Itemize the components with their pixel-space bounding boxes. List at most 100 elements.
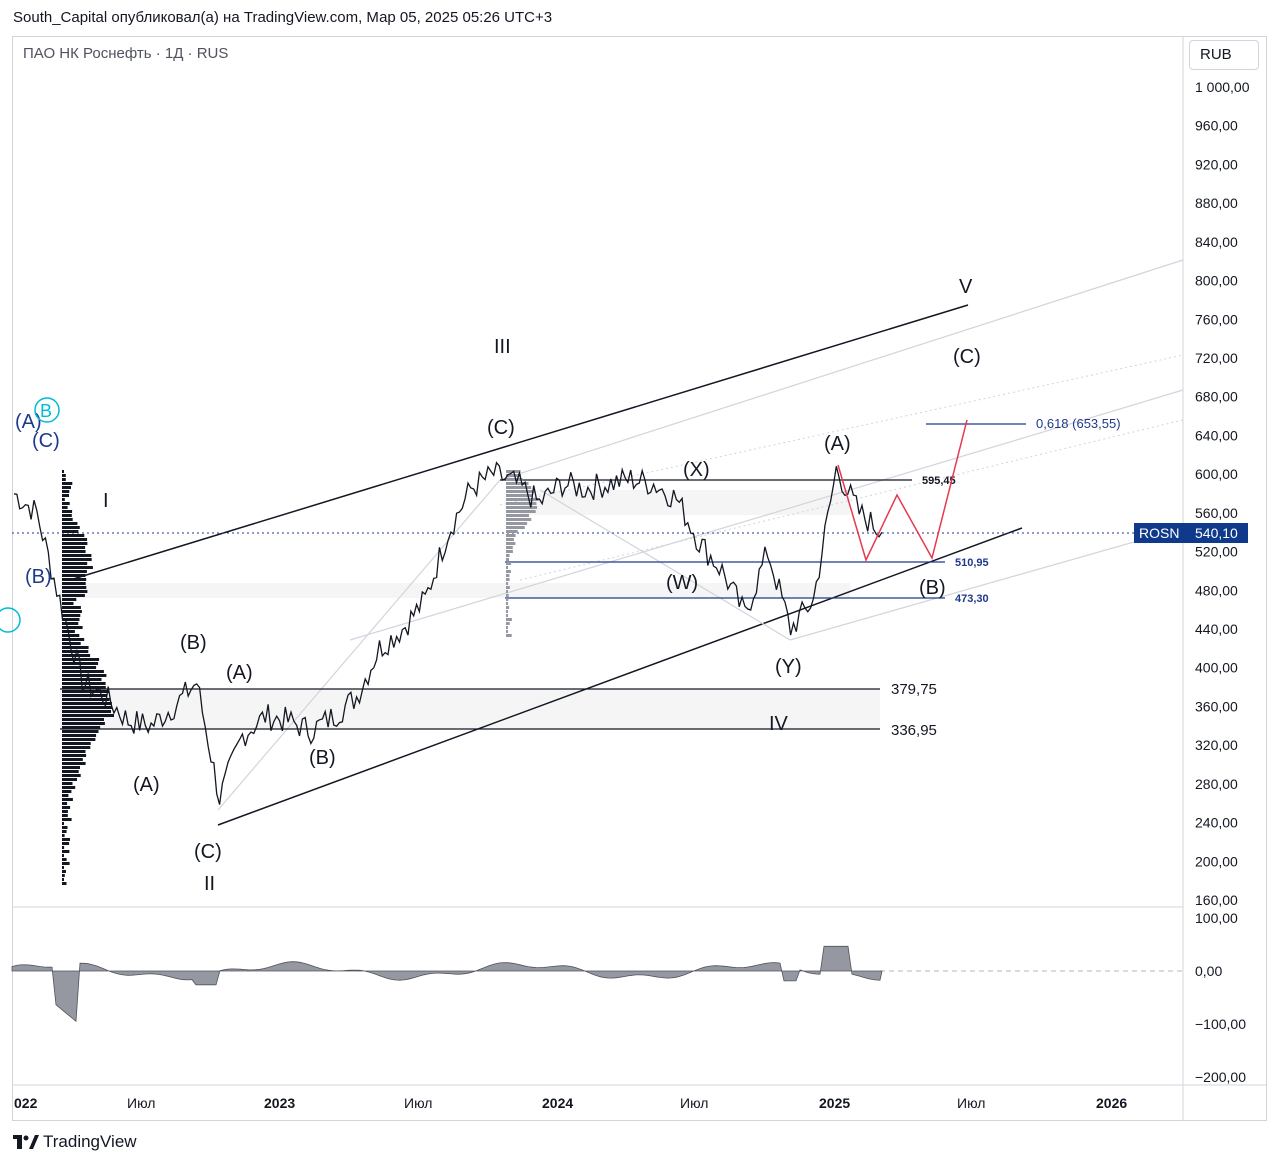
price-tick-label: 600,00 — [1195, 466, 1238, 482]
impulse-line — [217, 479, 501, 811]
price-tick-label: 320,00 — [1195, 737, 1238, 753]
wave-label-A-blue: (A) — [15, 411, 42, 433]
volume-bar — [62, 574, 86, 577]
price-tick-label: 400,00 — [1195, 660, 1238, 676]
volume-bar — [62, 802, 68, 805]
oscillator-area — [11, 945, 883, 1023]
price-axis[interactable]: 1 000,00 960,00 920,00 880,00 840,00 800,00 76… — [1195, 79, 1250, 908]
volume-bar — [62, 754, 87, 757]
volume-bar — [506, 542, 516, 545]
volume-bar — [62, 730, 99, 733]
time-tick-label: 2026 — [1096, 1095, 1127, 1111]
volume-bar — [62, 834, 65, 837]
volume-bar — [506, 478, 523, 481]
volume-bar — [506, 538, 514, 541]
parallel-line-2 — [349, 389, 1184, 641]
volume-bar — [62, 566, 93, 569]
volume-bar — [62, 758, 83, 761]
volume-bar — [62, 642, 81, 645]
volume-bar — [62, 830, 67, 833]
volume-bar — [62, 738, 96, 741]
volume-bar — [62, 762, 86, 765]
volume-bar — [62, 622, 79, 625]
volume-bar — [62, 698, 110, 701]
wave-label-I: I — [103, 490, 109, 512]
volume-bar — [62, 506, 68, 509]
volume-bar — [62, 470, 64, 473]
volume-bar — [62, 770, 79, 773]
volume-bar — [62, 522, 78, 525]
volume-bar — [62, 474, 66, 477]
volume-bar — [62, 682, 106, 685]
price-tick-label: 280,00 — [1195, 776, 1238, 792]
projection-path — [837, 419, 968, 563]
volume-bar — [62, 526, 80, 529]
volume-bar — [62, 734, 97, 737]
volume-bar — [506, 598, 509, 601]
time-tick-label: Июл — [404, 1095, 432, 1111]
time-tick-label: Июл — [957, 1095, 985, 1111]
level-label-336: 336,95 — [891, 722, 937, 739]
volume-bar — [62, 534, 85, 537]
volume-bar — [62, 818, 72, 821]
price-tick-label: 760,00 — [1195, 311, 1238, 327]
volume-bar — [506, 486, 532, 489]
wave-label-B3: (B) — [919, 577, 946, 599]
currency-button[interactable]: RUB — [1189, 40, 1259, 70]
volume-bar — [506, 474, 522, 477]
wave-label-A3: (A) — [824, 433, 851, 455]
volume-bar — [506, 594, 509, 597]
price-tick-label: 160,00 — [1195, 892, 1238, 908]
oscillator-axis: 100,00 0,00 −100,00 −200,00 — [1195, 910, 1246, 1085]
time-tick-label: Июл — [680, 1095, 708, 1111]
volume-bar — [62, 814, 68, 817]
volume-bar — [62, 878, 64, 881]
volume-bar — [62, 562, 88, 565]
volume-bar — [506, 546, 513, 549]
oscillator-tick-label: 100,00 — [1195, 910, 1238, 926]
price-tick-label: 520,00 — [1195, 544, 1238, 560]
volume-bar — [62, 550, 86, 553]
volume-bar — [62, 694, 108, 697]
volume-bar — [506, 618, 512, 621]
volume-bar — [62, 518, 73, 521]
price-tick-label: 920,00 — [1195, 156, 1238, 172]
fib-level-label: 0,618 (653,55) — [1036, 416, 1121, 431]
volume-bar — [62, 826, 68, 829]
volume-bar — [506, 502, 537, 505]
volume-bar — [506, 530, 518, 533]
volume-bar — [62, 494, 69, 497]
volume-bar — [62, 490, 70, 493]
volume-bar — [62, 674, 107, 677]
price-badge — [1190, 523, 1248, 543]
volume-bar — [506, 534, 516, 537]
price-tick-label: 880,00 — [1195, 195, 1238, 211]
volume-bar — [62, 746, 91, 749]
volume-bar — [62, 794, 69, 797]
tradingview-logo-icon — [13, 1135, 39, 1149]
volume-bar — [506, 558, 509, 561]
time-axis[interactable]: 022 Июл 2023 Июл 2024 Июл 2025 Июл 2026 — [14, 1095, 1127, 1111]
volume-bar — [62, 774, 81, 777]
volume-bar — [506, 574, 510, 577]
wave-label-V: V — [959, 276, 973, 298]
price-tick-label: 360,00 — [1195, 698, 1238, 714]
volume-bar — [506, 566, 508, 569]
volume-bar — [506, 514, 529, 517]
tradingview-logo[interactable]: TradingView — [13, 1132, 137, 1152]
volume-bar — [506, 590, 508, 593]
price-tick-label: 800,00 — [1195, 273, 1238, 289]
volume-bar — [62, 650, 89, 653]
volume-bar — [506, 490, 535, 493]
lower-channel-line — [217, 527, 1023, 826]
volume-bar — [506, 614, 508, 617]
time-tick-label: 022 — [14, 1095, 38, 1111]
volume-bar — [62, 742, 91, 745]
symbol-title: ПАО НК Роснефть · 1Д · RUS — [23, 45, 229, 62]
volume-bar — [62, 750, 86, 753]
volume-bar — [506, 610, 508, 613]
volume-bar — [62, 710, 111, 713]
volume-bar — [62, 806, 71, 809]
circled-marker-icon — [34, 397, 60, 423]
